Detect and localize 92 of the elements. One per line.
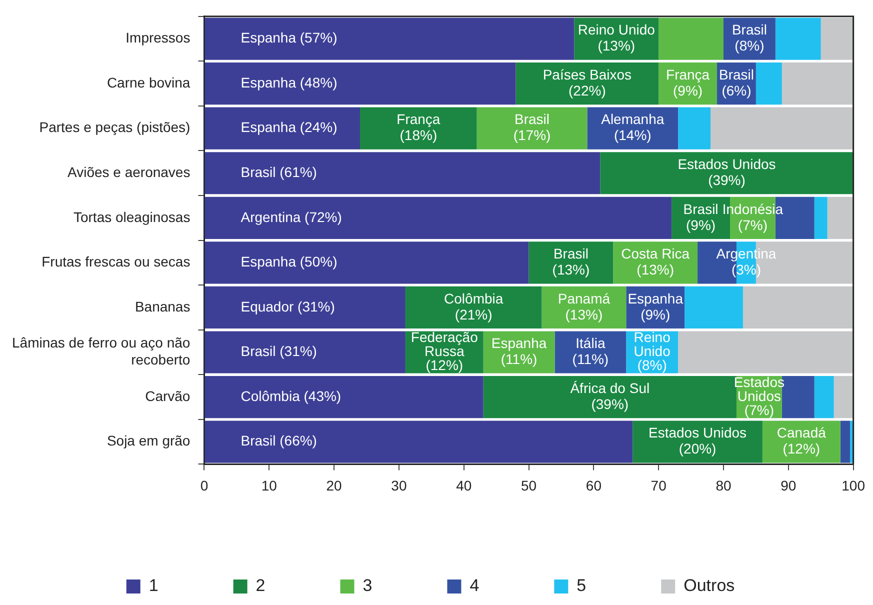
- data-label: Espanha (11%): [491, 335, 547, 368]
- data-label: Brasil (13%): [552, 246, 590, 278]
- bar: [820, 18, 854, 60]
- bar: [814, 196, 828, 239]
- data-label: Espanha (57%): [240, 30, 338, 46]
- data-label: Brasil (9%): [683, 200, 718, 233]
- bar: [204, 152, 600, 194]
- data-label: Argentina (72%): [240, 208, 342, 225]
- bar: [827, 196, 854, 239]
- data-label: Espanha (24%): [240, 119, 338, 136]
- data-label: Equador (31%): [240, 298, 335, 314]
- data-label: Espanha (9%): [628, 290, 684, 322]
- bar: [782, 62, 854, 105]
- bar: [405, 286, 542, 329]
- x-tick-label: 60: [586, 477, 602, 494]
- x-tick-label: 10: [261, 477, 278, 494]
- data-label: Costa Rica (13%): [621, 246, 690, 278]
- y-tick-label: Impressos: [126, 30, 190, 46]
- bar: [684, 286, 743, 329]
- bar: [554, 331, 626, 374]
- bar: [204, 62, 516, 105]
- x-tick-label: 0: [200, 477, 208, 494]
- y-tick-label: Soja em grão: [106, 432, 190, 449]
- bar: [204, 331, 406, 374]
- legend-label: 1: [148, 576, 158, 596]
- data-label: Federação Russa (12%): [410, 329, 478, 374]
- bar: [204, 18, 574, 60]
- bar: [814, 376, 834, 418]
- data-label: Colômbia (43%): [240, 388, 342, 404]
- x-tick-label: 50: [520, 477, 537, 494]
- bar: [204, 286, 406, 329]
- data-label: Estados Unidos (20%): [648, 424, 747, 457]
- data-label: Espanha (48%): [240, 74, 338, 90]
- bar: [834, 376, 854, 418]
- bar: [756, 62, 782, 105]
- y-tick-label: Carvão: [145, 388, 190, 404]
- data-label: Reino Unido (13%): [578, 22, 656, 54]
- data-label: França (18%): [396, 111, 440, 144]
- data-label: Brasil (66%): [240, 432, 317, 449]
- bar: [204, 242, 529, 284]
- bar: [742, 286, 854, 329]
- data-label: Reino Unido (8%): [634, 329, 671, 374]
- data-label: Alemanha (14%): [601, 111, 664, 144]
- x-tick-label: 40: [456, 477, 472, 494]
- legend-label: Outros: [684, 576, 735, 596]
- bar: [678, 107, 711, 150]
- y-tick-label: Lâminas de ferro ou aço não recoberto: [12, 334, 190, 368]
- data-label: Espanha (50%): [240, 254, 338, 270]
- data-label: Brasil (61%): [240, 164, 317, 180]
- x-tick-label: 20: [326, 477, 342, 494]
- y-tick-label: Carne bovina: [106, 74, 190, 90]
- data-label: Brasil (31%): [240, 343, 317, 360]
- legend-label: 3: [362, 576, 372, 596]
- data-label: Brasil (17%): [513, 111, 551, 144]
- bar: [840, 420, 850, 463]
- data-label: Estados Unidos (39%): [678, 156, 776, 188]
- bar: [658, 18, 724, 60]
- x-tick-label: 80: [716, 477, 732, 494]
- legend-label: 5: [576, 576, 586, 596]
- x-tick-label: 100: [842, 477, 866, 494]
- bar: [483, 376, 736, 418]
- y-tick-label: Partes e peças (pistões): [39, 119, 190, 136]
- y-tick-label: Bananas: [134, 298, 190, 314]
- x-tick-label: 70: [650, 477, 667, 494]
- bar: [204, 196, 672, 239]
- x-tick-label: 30: [391, 477, 407, 494]
- x-tick-label: 90: [780, 477, 796, 494]
- y-tick-label: Aviões e aeronaves: [68, 164, 190, 180]
- data-label: África do Sul (39%): [570, 380, 650, 412]
- data-label: Brasil (6%): [718, 66, 754, 98]
- bar: [204, 107, 360, 150]
- data-label: Países Baixos (22%): [542, 66, 632, 98]
- bar: [678, 331, 854, 374]
- legend-label: 2: [256, 576, 266, 596]
- y-tick-label: Tortas oleaginosas: [73, 208, 190, 225]
- bar: [360, 107, 477, 150]
- bar: [204, 376, 484, 418]
- data-label: França (9%): [666, 66, 710, 98]
- bar: [516, 62, 659, 105]
- data-label: Panamá (13%): [558, 290, 610, 322]
- bar: [528, 242, 614, 284]
- bar: [600, 152, 854, 194]
- bar: [775, 18, 821, 60]
- bar: [710, 107, 854, 150]
- bar: [476, 107, 588, 150]
- data-label: Canadá (12%): [776, 424, 826, 457]
- data-label: Brasil (8%): [732, 22, 767, 54]
- data-label: Itália (11%): [572, 335, 609, 368]
- data-label: Colômbia (21%): [444, 290, 504, 322]
- y-tick-label: Frutas frescas ou secas: [42, 254, 190, 270]
- bar: [204, 420, 633, 463]
- legend-label: 4: [470, 576, 480, 596]
